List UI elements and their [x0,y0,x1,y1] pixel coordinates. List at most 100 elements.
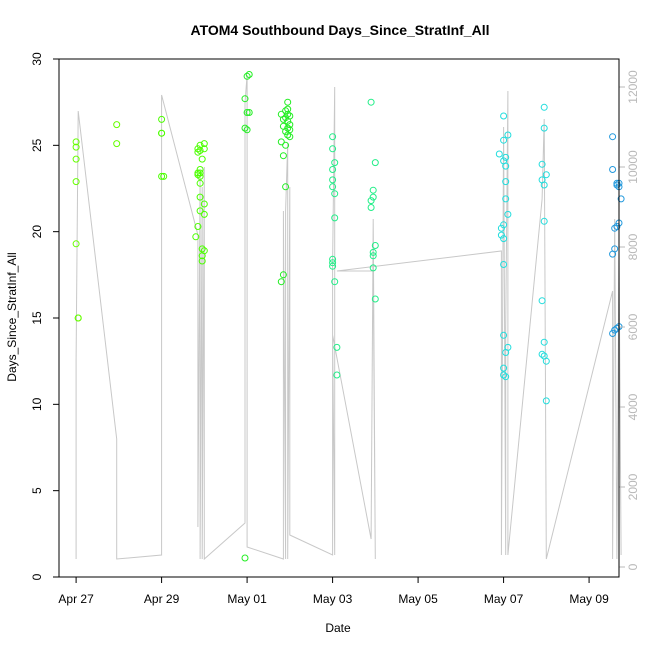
data-point [329,145,337,153]
data-point [497,231,505,239]
data-point [72,138,80,146]
data-point [500,364,508,372]
data-point [196,166,204,173]
y-tick-label: 10 [30,397,44,411]
data-point [500,331,508,339]
data-point [196,147,204,154]
data-points [72,71,625,562]
data-point [369,186,377,194]
data-point [502,195,510,203]
y-tick-label: 25 [30,138,44,152]
data-point [282,128,290,135]
y2-tick-label: 12000 [626,70,640,104]
data-point [500,235,508,243]
x-tick-label: Apr 27 [58,592,94,606]
data-point [277,278,285,286]
data-point [329,176,337,184]
data-point [500,136,508,144]
data-point [609,166,617,173]
data-point [282,183,290,191]
data-point [192,233,200,241]
y2-tick-label: 10000 [626,150,640,184]
data-point [277,138,285,146]
y2-tick-label: 0 [626,563,640,570]
y2-tick-label: 8000 [626,233,640,260]
data-point [369,193,377,201]
data-point [540,217,548,225]
data-point [194,148,202,156]
data-point [613,324,621,332]
data-point [113,121,121,129]
data-point [542,397,550,405]
x-tick-label: May 07 [484,592,524,606]
data-point [500,261,508,268]
data-point [538,350,546,358]
y-tick-label: 15 [30,311,44,325]
data-point [329,183,337,191]
data-point [369,248,377,256]
data-point [333,343,341,351]
x-axis-label: Date [325,621,351,635]
data-point [113,140,121,148]
data-point [243,109,251,116]
data-point [72,155,80,163]
data-point [613,181,621,189]
y2-tick-label: 2000 [626,473,640,500]
data-point [369,264,377,272]
data-point [500,112,508,120]
data-point [331,159,339,167]
data-point [329,259,337,267]
y-axis-label: Days_Since_StratInf_All [5,252,19,381]
data-point [500,221,508,229]
data-point [200,210,208,218]
x-tick-label: May 01 [227,592,267,606]
data-point [495,150,503,158]
chart-title: ATOM4 Southbound Days_Since_StratInf_All [191,22,490,38]
data-point [329,262,337,270]
data-point [282,107,290,115]
y-axis-right: 0 2000 4000 6000 8000 10000 12000 [619,70,640,570]
data-point [158,172,166,180]
data-point [196,207,204,215]
data-point [371,159,379,167]
x-tick-label: May 03 [313,592,353,606]
data-point [502,178,510,186]
data-point [245,71,253,78]
data-point [333,371,341,379]
x-tick-label: May 05 [398,592,438,606]
data-point [74,314,82,322]
data-point [329,255,337,263]
data-point [371,242,379,249]
data-point [72,178,80,186]
data-point [286,121,294,129]
data-point [196,169,204,177]
data-point [329,133,337,141]
data-point [371,295,379,303]
data-point [198,155,206,163]
data-point [331,278,339,286]
x-tick-label: May 09 [569,592,609,606]
data-point [241,95,249,103]
data-point [284,124,292,132]
data-point [617,195,625,203]
y2-tick-label: 4000 [626,393,640,420]
data-point [279,271,287,279]
data-point [200,145,208,153]
data-point [196,141,204,149]
data-point [160,172,168,180]
data-point [158,129,166,137]
data-point [538,297,546,305]
data-point [329,166,337,173]
x-axis: Apr 27 Apr 29 May 01 May 03 May 05 May 07 May … [58,577,609,606]
data-point [284,110,292,118]
data-point [243,72,251,80]
data-point [196,172,204,180]
data-point [243,126,251,134]
data-point [194,223,202,230]
data-point [540,181,548,189]
data-point [504,343,512,351]
data-point [367,204,375,211]
data-point [198,245,206,253]
